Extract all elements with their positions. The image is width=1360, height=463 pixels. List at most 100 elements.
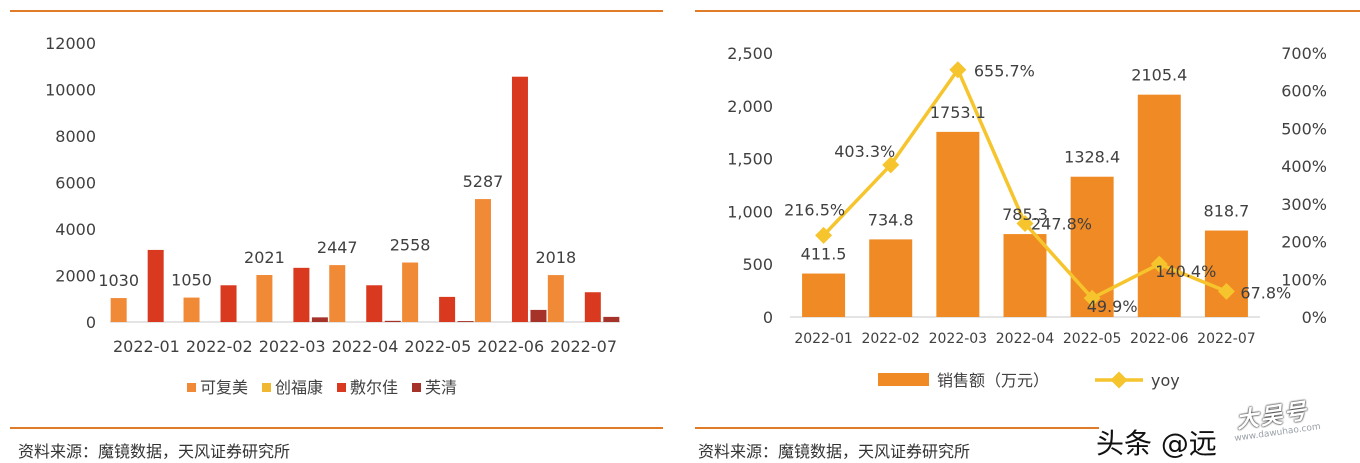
data-label: 5287 [463,172,504,191]
data-label: 2018 [535,248,576,267]
y-tick-label: 2,500 [727,44,773,63]
x-tick-label: 2022-07 [1197,331,1256,347]
legend-label: 可复美 [200,378,248,397]
watermark: 大吴号 www.dawuhao.com 头条 @远 [1096,398,1360,463]
x-tick-label: 2022-05 [1063,331,1122,347]
yoy-data-label: 247.8% [1031,215,1092,234]
y-tick-label: 12000 [45,34,96,53]
yoy-data-label: 216.5% [784,200,845,219]
y-tick-label: 10000 [45,81,96,100]
bar-data-label: 411.5 [801,245,847,264]
top-rule [695,10,1360,12]
y-tick-label: 8000 [55,127,96,146]
bar-可复美 [474,199,491,322]
x-tick-label: 2022-04 [996,331,1055,347]
yoy-data-label: 49.9% [1087,297,1138,316]
bar-敷尔佳 [584,292,601,322]
bar-data-label: 818.7 [1204,202,1250,221]
bar-敷尔佳 [147,249,164,322]
bar-可复美 [402,262,419,322]
bar-sales [869,239,913,317]
bottom-rule [10,427,663,429]
bar-芙清 [603,316,620,322]
bar-data-label: 2105.4 [1131,66,1187,85]
y-tick-label: 500 [742,255,773,274]
data-label: 1030 [98,271,139,290]
x-tick-label: 2022-02 [186,337,253,356]
bar-sales [1137,94,1181,317]
yoy-marker [1083,289,1101,307]
bar-敷尔佳 [293,267,310,322]
bar-敷尔佳 [366,285,383,322]
bar-芙清 [311,317,328,322]
x-tick-label: 2022-02 [861,331,920,347]
yoy-marker [949,61,967,79]
bar-敷尔佳 [511,76,528,323]
x-tick-label: 2022-06 [1130,331,1189,347]
right-chart-panel: 0 500 1,000 1,500 2,000 2,500 0% 100% 200% 300% 40… [695,0,1360,463]
legend-label: 芙清 [425,378,457,397]
y2-tick-label: 300% [1281,195,1327,214]
bar-可复美 [183,297,200,322]
right-chart: 0 500 1,000 1,500 2,000 2,500 0% 100% 200% 300% 40… [727,44,1327,390]
bar-芙清 [457,321,474,322]
y2-tick-label: 600% [1281,82,1327,101]
bar-可复美 [110,298,127,322]
y2-tick-label: 0% [1302,308,1327,327]
legend-marker-yoy [1110,371,1128,389]
x-tick-label: 2022-04 [332,337,399,356]
bar-可复美 [256,275,273,322]
left-chart: 0 2000 4000 6000 8000 10000 12000 2022-01 2022-0… [45,34,620,397]
y2-tick-label: 200% [1281,233,1327,252]
y2-tick-label: 100% [1281,270,1327,289]
y2-tick-label: 400% [1281,157,1327,176]
legend-swatch [187,383,196,392]
bar-data-label: 1328.4 [1064,148,1120,167]
legend-label: 创福康 [275,378,323,397]
legend-label: 敷尔佳 [350,378,398,397]
y2-tick-label: 700% [1281,44,1327,63]
x-tick-label: 2022-03 [259,337,326,356]
left-chart-panel: 0 2000 4000 6000 8000 10000 12000 2022-01 2022-0… [0,0,665,463]
yoy-marker [1150,255,1168,273]
y-tick-label: 1,500 [727,150,773,169]
bar-sales [936,131,980,317]
watermark-text: 头条 @远 [1096,427,1217,460]
x-tick-label: 2022-01 [113,337,180,356]
bar-sales [802,273,846,317]
bar-data-label: 1753.1 [930,103,986,122]
y2-tick-label: 500% [1281,119,1327,138]
bottom-rule [695,427,1099,429]
y-tick-label: 0 [86,313,96,332]
legend-swatch [412,383,421,392]
y-tick-label: 1,000 [727,202,773,221]
y-tick-label: 6000 [55,174,96,193]
bar-sales [1204,230,1248,317]
source-note: 资料来源：魔镜数据，天风证券研究所 [698,442,971,461]
yoy-data-label: 403.3% [834,142,895,161]
bar-敷尔佳 [439,296,456,322]
yoy-data-label: 140.4% [1155,262,1216,281]
bar-可复美 [547,275,564,322]
data-label: 2021 [244,248,285,267]
data-label: 2447 [317,238,358,257]
bar-可复美 [329,265,346,322]
bar-芙清 [530,309,547,322]
yoy-data-label: 655.7% [974,62,1035,81]
bar-data-label: 785.3 [1002,205,1048,224]
y-tick-label: 2,000 [727,97,773,116]
source-note: 资料来源：魔镜数据，天风证券研究所 [18,442,291,461]
x-tick-label: 2022-05 [404,337,471,356]
y-tick-label: 0 [763,308,773,327]
yoy-data-label: 67.8% [1240,283,1291,302]
top-rule [10,10,663,12]
legend-label-yoy: yoy [1151,371,1180,390]
bar-敷尔佳 [220,285,237,322]
x-tick-label: 2022-01 [794,331,853,347]
legend-label-sales: 销售额（万元） [937,371,1049,390]
legend-swatch [337,383,346,392]
data-label: 2558 [390,236,431,255]
y-tick-label: 4000 [55,220,96,239]
legend-swatch-sales [878,373,929,386]
x-tick-label: 2022-07 [550,337,617,356]
